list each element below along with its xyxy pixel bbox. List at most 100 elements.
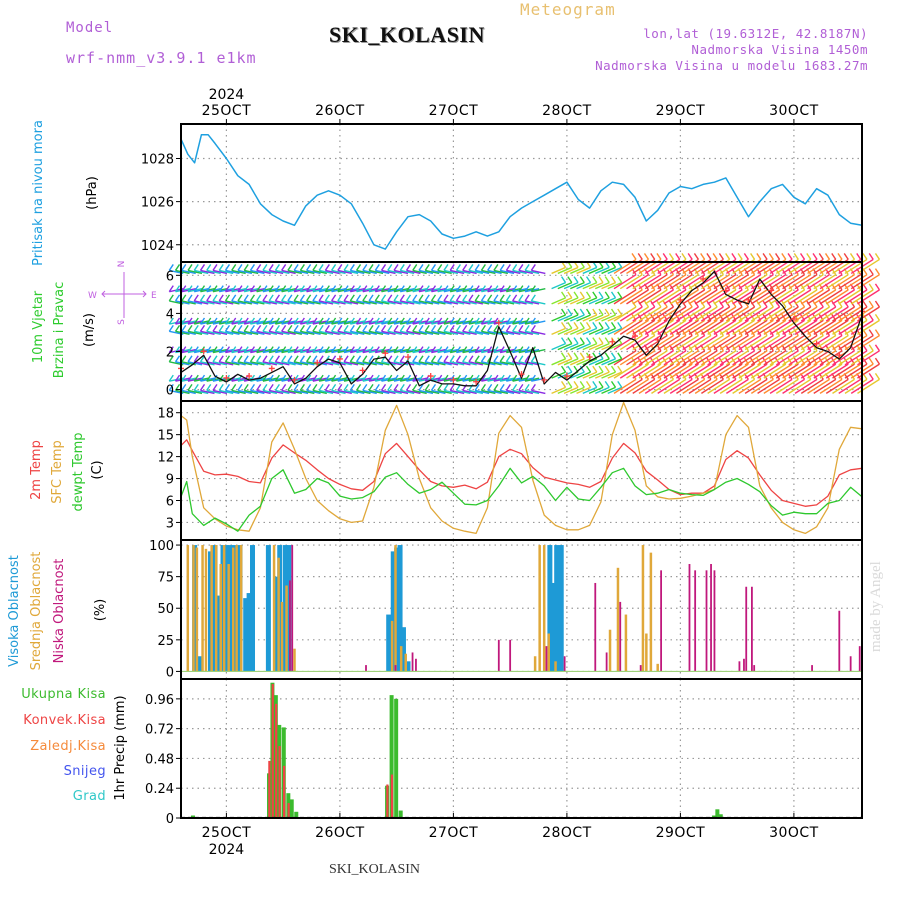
wind-barb-flag	[243, 317, 249, 325]
wind-scale-south: S	[117, 319, 127, 325]
wind-barb	[531, 320, 546, 325]
wind-barb	[763, 306, 787, 322]
wind-barb	[343, 330, 359, 336]
x-tick-label-bottom: 30OCT	[769, 825, 819, 841]
cloud-mid-bar	[641, 545, 645, 672]
wind-barb-flag	[256, 264, 262, 271]
temp-ylabel: (C)	[90, 460, 105, 479]
wind-barb	[375, 330, 390, 336]
wind-barb	[187, 269, 203, 275]
wind-barb-flag	[368, 317, 374, 325]
wind-barb-flag	[312, 355, 318, 363]
wind-barb-flag	[462, 317, 468, 325]
wind-barb-flag	[560, 291, 567, 299]
wind-barb	[563, 314, 579, 322]
wind-barb-flag	[768, 253, 774, 260]
wind-barb-flag	[480, 317, 486, 325]
wind-barb	[719, 274, 743, 290]
wind-barb-flag	[487, 324, 493, 332]
wind-barb	[738, 363, 762, 379]
wind-barb	[431, 389, 446, 395]
wind-barb-flag	[224, 383, 231, 391]
cloud-low-bar	[619, 601, 622, 672]
wind-barb-flag	[387, 317, 393, 325]
wind-barb	[588, 371, 604, 379]
wind-barb-flag	[312, 317, 318, 325]
wind-barb-flag	[306, 324, 312, 332]
wind-barb	[362, 330, 377, 336]
wind-barb-flag	[493, 294, 499, 302]
cloud-mid-bar	[280, 601, 284, 672]
wind-barb-flag	[462, 355, 468, 363]
wind-barb	[613, 363, 637, 379]
wind-barb	[337, 389, 352, 395]
wind-barb	[557, 282, 573, 290]
wind-barb	[588, 297, 604, 305]
wind-barb	[256, 361, 271, 366]
cloud-high-bar	[386, 614, 392, 672]
wind-barb-flag	[675, 253, 681, 260]
wind-barb	[219, 269, 234, 275]
wind-barb	[570, 342, 585, 351]
wind-barb	[506, 300, 521, 305]
wind-barb-flag	[585, 291, 592, 299]
wind-barb-flag	[560, 380, 567, 388]
wind-barb-flag	[412, 264, 418, 271]
wind-barb	[462, 361, 477, 366]
wind-barb	[406, 300, 421, 305]
wind-barb-flag	[393, 346, 399, 353]
wind-barb	[594, 371, 610, 379]
wind-barb-flag	[399, 264, 405, 271]
wind-barb-flag	[199, 264, 206, 271]
wind-barb	[512, 389, 527, 395]
wind-barb-flag	[856, 253, 862, 260]
wind-barb	[857, 334, 880, 351]
wind-barb	[819, 350, 843, 366]
wind-barb	[838, 334, 862, 351]
wind-barb-flag	[604, 291, 610, 299]
wind-barb-flag	[380, 294, 387, 302]
cloud-mid-bar	[235, 545, 238, 672]
wind-barb	[638, 363, 662, 379]
wind-barb	[468, 269, 484, 275]
wind-gust-marker	[700, 275, 707, 282]
wind-barb-flag	[598, 380, 604, 388]
cloud-low-bar	[743, 658, 745, 672]
wind-barb-flag	[756, 300, 762, 308]
wind-barb	[312, 300, 327, 305]
wind-barb	[619, 350, 643, 366]
wind-barb	[682, 363, 706, 379]
wind-barb-flag	[518, 317, 524, 325]
wind-barb	[738, 350, 762, 366]
wind-barb-flag	[343, 355, 349, 363]
cloud-mid-title: Srednja Oblacnost	[29, 552, 44, 671]
wind-barb-flag	[218, 324, 224, 332]
model-value: wrf-nmm_v3.9.1 e1km	[66, 49, 257, 67]
wind-barb-flag	[393, 294, 399, 302]
wind-barb	[782, 363, 805, 379]
wind-barb-flag	[393, 264, 399, 271]
wind-barb-flag	[818, 300, 824, 308]
wind-barb	[281, 300, 296, 305]
wind-barb-flag	[349, 374, 355, 382]
wind-barb-flag	[368, 324, 374, 332]
station-title: SKI_KOLASIN	[329, 22, 485, 47]
wind-barb	[175, 269, 190, 275]
wind-barb	[838, 350, 862, 366]
wind-barb-flag	[343, 383, 349, 391]
cloud-mid-bar	[649, 552, 653, 672]
wind-barb-flag	[862, 357, 868, 365]
wind-barb	[250, 361, 265, 366]
year-label-bottom: 2024	[209, 842, 245, 858]
cloud-mid-bar	[533, 656, 537, 672]
wind-barb	[719, 319, 743, 335]
wind-barb	[499, 300, 515, 305]
wind-barb	[318, 300, 334, 305]
y-tick-label: 6	[166, 494, 174, 509]
wind-barb	[663, 350, 687, 366]
wind-barb	[819, 289, 843, 305]
wind-barb	[481, 269, 496, 275]
wind-barb-flag	[299, 294, 305, 302]
wind-barb-flag	[181, 355, 187, 363]
wind-barb	[212, 300, 228, 305]
